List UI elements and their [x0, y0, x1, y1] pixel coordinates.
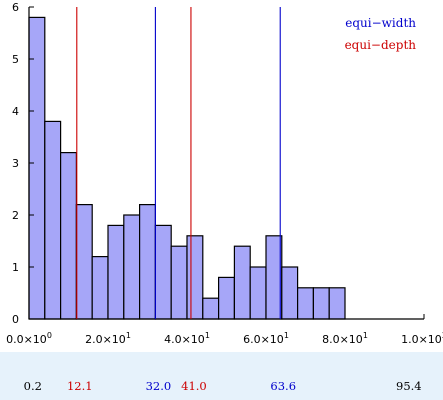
x-tick-label: 6.0×101	[243, 331, 289, 346]
boundary-label: 32.0	[146, 379, 172, 393]
histogram-bar	[75, 204, 93, 320]
boundary-label: 12.1	[67, 379, 93, 393]
histogram-bar	[202, 297, 220, 320]
boundary-band	[0, 352, 443, 400]
legend-entry: equi−depth	[345, 38, 417, 52]
y-axis-ticks: 0 1 2 3 4 5 6	[12, 1, 34, 326]
histogram-bar	[154, 224, 172, 320]
x-axis-ticks: 0.0×100 2.0×101 4.0×101 6.0×101 8.0×101 1.0×1…	[6, 314, 443, 346]
boundary-label: 41.0	[181, 379, 207, 393]
histogram-bar	[139, 204, 157, 320]
histogram-bar	[170, 245, 188, 320]
boundary-label: 95.4	[396, 379, 422, 393]
boundary-label: 0.2	[24, 379, 42, 393]
histogram-bar	[218, 276, 236, 320]
histogram-bar	[59, 152, 77, 320]
y-tick-label: 0	[12, 313, 19, 326]
y-tick-label: 5	[12, 53, 19, 66]
histogram-bar	[265, 235, 283, 320]
histogram-bar	[28, 16, 46, 320]
histogram-bar	[186, 235, 204, 320]
x-tick-label: 2.0×101	[85, 331, 131, 346]
histogram-bars	[28, 16, 346, 320]
histogram-bar	[281, 266, 299, 320]
histogram-bar	[123, 214, 141, 320]
y-tick-label: 4	[12, 105, 19, 118]
x-tick-label: 8.0×101	[322, 331, 368, 346]
boundary-lines	[76, 7, 281, 319]
y-tick-label: 6	[12, 1, 19, 14]
x-tick-label: 0.0×100	[6, 331, 52, 346]
y-tick-label: 1	[12, 261, 19, 274]
histogram-bar	[297, 287, 315, 320]
legend: equi−width equi−depth	[345, 16, 417, 52]
x-tick-label: 1.0×102	[401, 331, 443, 346]
boundary-label: 63.6	[270, 379, 296, 393]
histogram-bar	[44, 120, 62, 320]
y-tick-label: 3	[12, 157, 19, 170]
histogram-bar	[233, 245, 251, 320]
histogram-bar	[249, 266, 267, 320]
x-tick-label: 4.0×101	[164, 331, 210, 346]
legend-entry: equi−width	[345, 16, 416, 30]
histogram-bar	[328, 287, 346, 320]
histogram-bar	[91, 256, 109, 320]
y-tick-label: 2	[12, 209, 19, 222]
histogram-bar	[312, 287, 330, 320]
boundary-labels: 0.2 12.1 32.0 41.0 63.6 95.4	[24, 379, 422, 393]
histogram-bar	[107, 224, 125, 320]
